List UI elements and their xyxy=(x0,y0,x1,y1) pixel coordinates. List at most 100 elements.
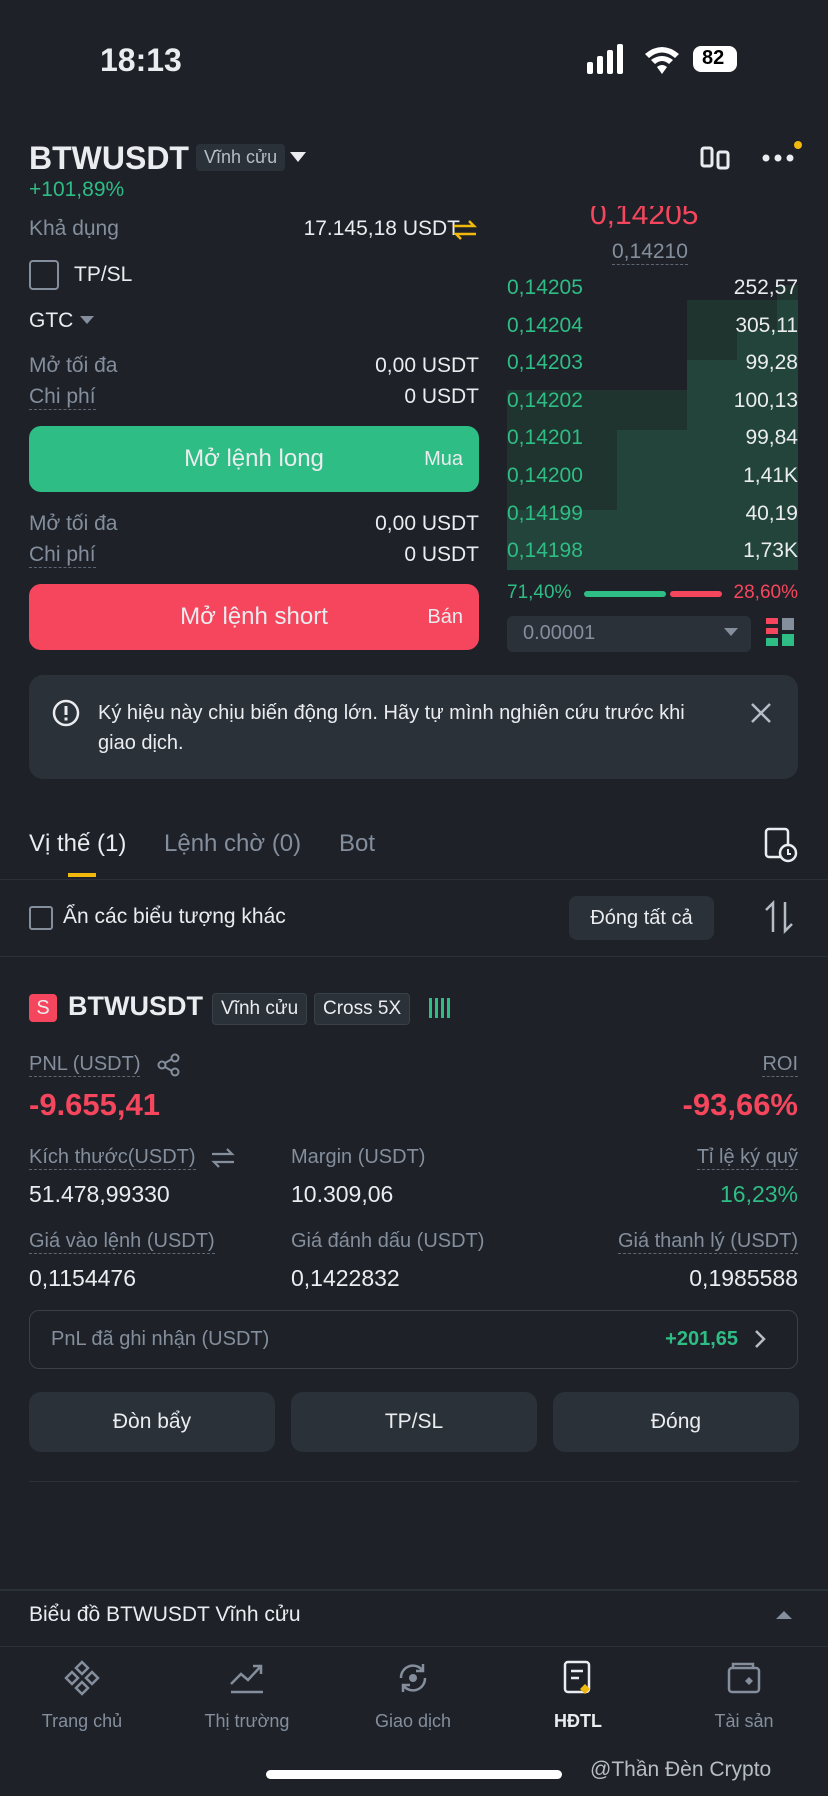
tpsl-checkbox[interactable] xyxy=(29,260,59,290)
leverage-button[interactable]: Đòn bẩy xyxy=(29,1392,275,1452)
sell-ratio-bar xyxy=(670,591,722,597)
field-label: Tỉ lệ ký quỹ xyxy=(696,1146,798,1170)
nav-label[interactable]: Thị trường xyxy=(204,1711,290,1731)
adl-indicator xyxy=(429,998,450,1018)
realized-value: +201,65 xyxy=(665,1328,738,1350)
pnl-label: PNL (USDT) xyxy=(29,1053,141,1077)
nav-label[interactable]: HĐTL xyxy=(554,1711,602,1731)
last-price: 0,14205 xyxy=(590,198,699,231)
badge: Vĩnh cửu xyxy=(196,144,286,171)
book-price: 0,14203 xyxy=(507,351,583,375)
watermark: @Thần Đèn Crypto xyxy=(590,1758,772,1781)
position-type: Vĩnh cửu xyxy=(212,993,308,1025)
short-cost-label: Chi phí xyxy=(29,543,96,568)
short-button[interactable]: Mở lệnh short Bán xyxy=(29,584,479,650)
realized-box[interactable] xyxy=(29,1310,798,1369)
tab[interactable]: Lệnh chờ (0) xyxy=(164,830,302,857)
chart-bar-title: Biểu đồ BTWUSDT Vĩnh cửu xyxy=(29,1603,301,1626)
battery: 82 xyxy=(702,47,725,69)
book-price: 0,14198 xyxy=(507,539,583,563)
layout-icon[interactable] xyxy=(766,618,796,648)
tpsl-label: TP/SL xyxy=(74,263,133,286)
book-price: 0,14204 xyxy=(507,313,583,337)
status-icons xyxy=(587,44,737,74)
long-cost-label: Chi phí xyxy=(29,385,96,410)
book-price: 0,14199 xyxy=(507,501,583,525)
nav-icon[interactable] xyxy=(726,1660,762,1696)
nav-icon[interactable] xyxy=(395,1660,431,1696)
symbol[interactable]: BTWUSDT xyxy=(29,140,189,176)
hide-label: Ẩn các biểu tượng khác xyxy=(63,905,286,928)
close-all[interactable]: Đóng tất cả xyxy=(569,896,714,940)
transfer-icon[interactable] xyxy=(452,218,478,242)
nav-label[interactable]: Giao dịch xyxy=(374,1711,452,1731)
warning-box xyxy=(29,675,798,779)
book-size: 1,73K xyxy=(743,539,798,563)
chevron xyxy=(755,1330,766,1348)
short-max-label: Mở tối đa xyxy=(29,512,118,535)
field-value: 10.309,06 xyxy=(291,1181,394,1207)
change: +101,89% xyxy=(29,178,125,201)
nav-icon[interactable] xyxy=(560,1660,596,1696)
long-button[interactable]: Mở lệnh long Mua xyxy=(29,426,479,492)
chart-bar[interactable] xyxy=(0,1589,828,1646)
warning-close[interactable] xyxy=(750,702,772,724)
tif-caret xyxy=(80,316,94,324)
book-size: 305,11 xyxy=(735,313,798,337)
divider xyxy=(0,956,828,957)
sort-icon[interactable] xyxy=(764,900,794,934)
field-label: Giá vào lệnh (USDT) xyxy=(29,1230,215,1254)
pnl-value: -9.655,41 xyxy=(29,1087,160,1122)
side-badge: S xyxy=(29,994,57,1022)
book-size: 99,84 xyxy=(745,426,798,450)
divider xyxy=(29,1481,799,1482)
mark-price: 0,14210 xyxy=(612,240,688,265)
nav-label[interactable]: Trang chủ xyxy=(41,1711,123,1731)
field-label: Kích thước(USDT) xyxy=(29,1146,196,1170)
nav-label[interactable]: Tài sản xyxy=(714,1711,774,1731)
sell-ratio: 28,60% xyxy=(733,582,798,603)
book-price: 0,14201 xyxy=(507,426,583,450)
field-value: 0,1422832 xyxy=(291,1265,400,1291)
warning-text: Ký hiệu này chịu biến động lớn. Hãy tự m… xyxy=(98,702,685,754)
tpsl-button[interactable]: TP/SL xyxy=(291,1392,537,1452)
field-value: 51.478,99330 xyxy=(29,1181,170,1207)
share-icon[interactable] xyxy=(157,1053,181,1077)
long-side: Mua xyxy=(424,447,463,470)
hide-checkbox[interactable] xyxy=(29,906,53,930)
tab-active[interactable]: Vị thế (1) xyxy=(29,830,127,857)
book-size: 99,28 xyxy=(745,351,798,375)
nav-icon[interactable] xyxy=(64,1660,100,1696)
long-max-label: Mở tối đa xyxy=(29,354,118,377)
book-size: 40,19 xyxy=(745,501,798,525)
book-price: 0,14200 xyxy=(507,464,583,487)
field-label: Giá đánh dấu (USDT) xyxy=(291,1230,485,1252)
short-side: Bán xyxy=(427,605,463,628)
long-button-text: Mở lệnh long xyxy=(184,445,324,472)
close-button[interactable]: Đóng xyxy=(553,1392,799,1452)
history-icon[interactable] xyxy=(764,827,798,863)
time: 18:13 xyxy=(100,42,182,78)
dropdown[interactable] xyxy=(288,150,308,164)
swap-icon[interactable] xyxy=(210,1147,236,1169)
field-value: 0,1154476 xyxy=(29,1265,137,1291)
available-label: Khả dụng xyxy=(29,217,119,240)
book-price: 0,14205 xyxy=(507,276,583,299)
short-max-value: 0,00 USDT xyxy=(375,512,479,535)
depth-bars xyxy=(507,285,798,570)
buy-ratio: 71,40% xyxy=(507,582,572,603)
header-icons[interactable] xyxy=(698,140,808,178)
book-size: 100,13 xyxy=(733,388,798,412)
nav-icon[interactable] xyxy=(229,1660,265,1696)
position-symbol[interactable]: BTWUSDT xyxy=(68,991,203,1021)
available-value: 17.145,18 USDT xyxy=(303,217,460,240)
book-price: 0,14202 xyxy=(507,388,583,412)
field-value: 16,23% xyxy=(719,1181,798,1207)
tick-select[interactable] xyxy=(507,616,751,652)
tab[interactable]: Bot xyxy=(339,830,376,857)
divider xyxy=(0,879,828,880)
tab-underline xyxy=(68,873,96,877)
tif[interactable]: GTC xyxy=(29,309,74,332)
